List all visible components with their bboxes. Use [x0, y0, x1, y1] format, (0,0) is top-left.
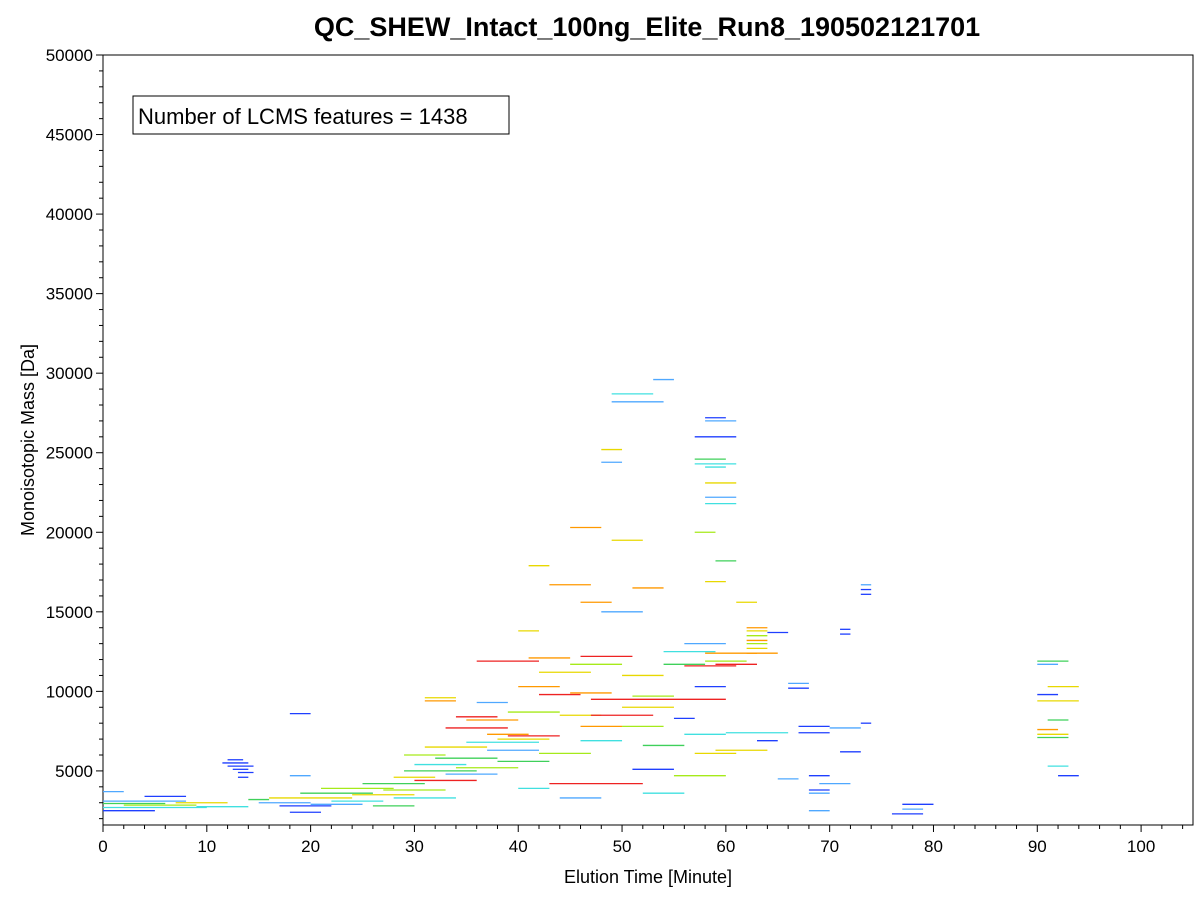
y-tick-label: 30000 [46, 364, 93, 383]
x-tick-label: 20 [301, 837, 320, 856]
y-tick-label: 25000 [46, 444, 93, 463]
y-axis-label: Monoisotopic Mass [Da] [18, 344, 38, 536]
feature-marks [103, 378, 1079, 815]
y-tick-label: 20000 [46, 523, 93, 542]
x-tick-label: 40 [509, 837, 528, 856]
x-tick-label: 0 [98, 837, 107, 856]
y-tick-label: 35000 [46, 285, 93, 304]
x-tick-label: 100 [1127, 837, 1155, 856]
y-tick-label: 15000 [46, 603, 93, 622]
y-tick-label: 10000 [46, 682, 93, 701]
feature-count-annotation: Number of LCMS features = 1438 [138, 104, 468, 129]
y-tick-label: 40000 [46, 205, 93, 224]
x-axis: 0 10 20 30 40 50 60 70 80 90 100 [98, 825, 1184, 856]
plot-area [102, 54, 1194, 826]
y-tick-label: 5000 [55, 762, 93, 781]
x-tick-label: 60 [716, 837, 735, 856]
y-tick-label: 50000 [46, 46, 93, 65]
x-tick-label: 70 [820, 837, 839, 856]
annotation-box [132, 95, 510, 135]
x-tick-label: 50 [613, 837, 632, 856]
chart-title: QC_SHEW_Intact_100ng_Elite_Run8_19050212… [313, 12, 981, 42]
x-tick-label: 80 [924, 837, 943, 856]
x-tick-label: 90 [1028, 837, 1047, 856]
y-tick-label: 45000 [46, 126, 93, 145]
x-tick-label: 10 [197, 837, 216, 856]
y-axis: 5000 10000 15000 20000 25000 30000 35000 40000 4… [46, 46, 103, 820]
x-tick-label: 30 [405, 837, 424, 856]
x-axis-label: Elution Time [Minute] [564, 867, 732, 887]
